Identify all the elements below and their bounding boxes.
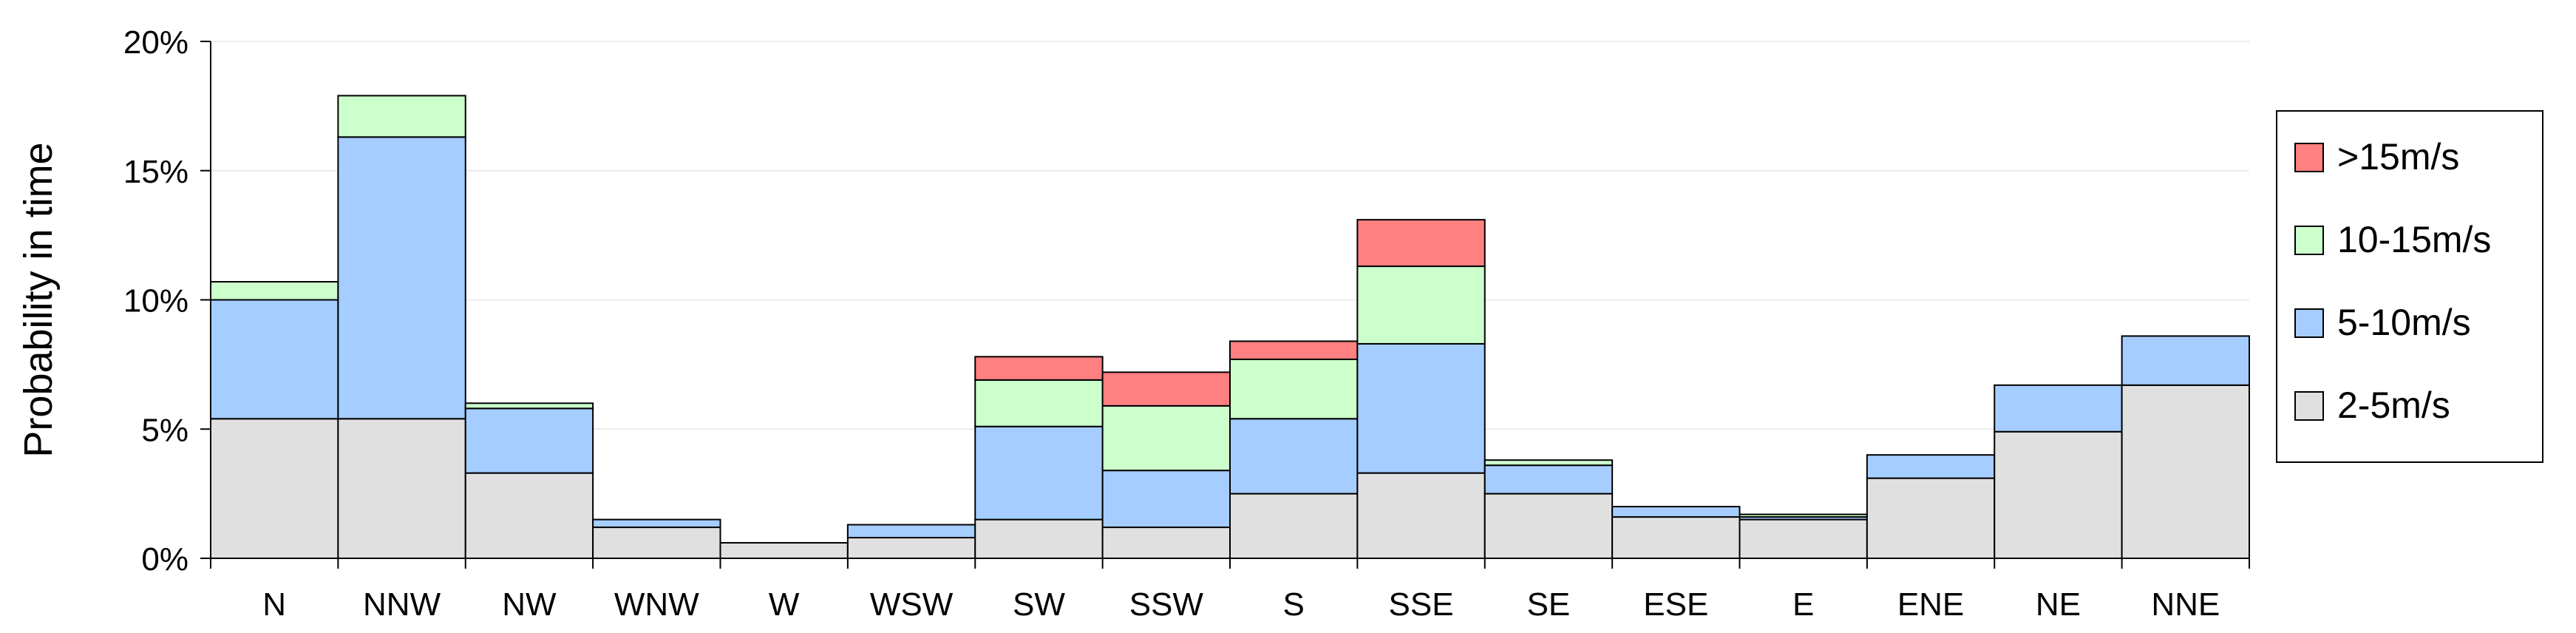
- bar-segment: [1739, 518, 1868, 560]
- y-tick-labels: 0% 5% 10% 15% 20%: [123, 24, 211, 578]
- bar-segment: [1356, 342, 1486, 474]
- bar-segment: [974, 518, 1104, 560]
- bar-segment: [974, 379, 1104, 427]
- legend-label: 2-5m/s: [2337, 385, 2450, 426]
- bar-segment: [2121, 384, 2250, 560]
- bar-segment: [464, 472, 594, 559]
- bar-segment: [1356, 219, 1486, 268]
- y-axis-title: Probability in time: [16, 142, 61, 457]
- bar-segment: [1229, 418, 1359, 495]
- bar-segment: [210, 418, 339, 560]
- y-tick-label: 20%: [123, 24, 188, 61]
- x-tick-label: SE: [1527, 586, 1571, 623]
- bar-segment: [2121, 335, 2250, 386]
- bar-segment: [1866, 454, 1996, 479]
- x-tick-label: NNW: [363, 586, 441, 623]
- bar-segment: [1484, 459, 1614, 467]
- bars: [210, 95, 2250, 560]
- bar-segment: [1611, 516, 1741, 560]
- bar-segment: [592, 527, 721, 559]
- bar-segment: [846, 524, 976, 539]
- y-tick-label: 15%: [123, 154, 188, 190]
- y-tick-label: 10%: [123, 283, 188, 319]
- bar-segment: [1229, 358, 1359, 420]
- bar-segment: [1101, 404, 1231, 472]
- bar-segment: [337, 95, 466, 138]
- bar-segment: [1356, 472, 1486, 559]
- bar-segment: [210, 281, 339, 301]
- legend-label: 10-15m/s: [2337, 219, 2491, 260]
- x-tick-label: NW: [502, 586, 557, 623]
- x-tick-label: SSW: [1129, 586, 1204, 623]
- x-tick-label: WNW: [614, 586, 699, 623]
- bar-segment: [1611, 506, 1741, 518]
- bar-segment: [337, 418, 466, 560]
- x-tick-label: ESE: [1643, 586, 1708, 623]
- bar-segment: [210, 299, 339, 420]
- legend-swatch: [2294, 143, 2324, 172]
- x-tick-label: W: [769, 586, 800, 623]
- y-tick-label: 5%: [141, 412, 188, 448]
- x-tick-labels: N NNW NW WNW W WSW SW SSW S SSE SE ESE E ENE NE NNE: [210, 558, 2250, 623]
- x-tick-label: E: [1792, 586, 1814, 623]
- bar-segment: [1484, 492, 1614, 559]
- bar-segment: [1356, 265, 1486, 345]
- bar-segment: [1229, 340, 1359, 360]
- bar-segment: [1484, 464, 1614, 495]
- bar-segment: [1229, 492, 1359, 559]
- x-tick-label: S: [1283, 586, 1305, 623]
- x-tick-label: SW: [1013, 586, 1065, 623]
- bar-segment: [464, 407, 594, 474]
- bar-segment: [1994, 384, 2123, 433]
- bar-segment: [1994, 430, 2123, 559]
- y-tick-label: 0%: [141, 541, 188, 578]
- legend-label: 5-10m/s: [2337, 302, 2471, 343]
- bar-segment: [464, 402, 594, 410]
- x-tick-label: NE: [2036, 586, 2081, 623]
- bar-segment: [719, 542, 849, 560]
- x-tick-label: SSE: [1389, 586, 1454, 623]
- legend-swatch: [2294, 226, 2324, 255]
- bar-segment: [974, 356, 1104, 381]
- legend-label: >15m/s: [2337, 136, 2459, 177]
- legend-swatch: [2294, 308, 2324, 338]
- bar-segment: [1101, 470, 1231, 529]
- bar-segment: [337, 136, 466, 420]
- bar-segment: [1739, 513, 1868, 518]
- bar-segment: [592, 518, 721, 529]
- bar-segment: [1866, 477, 1996, 560]
- legend-swatch: [2294, 391, 2324, 421]
- x-tick-label: ENE: [1897, 586, 1964, 623]
- bar-segment: [1101, 527, 1231, 559]
- x-tick-label: WSW: [870, 586, 954, 623]
- x-tick-label: NNE: [2151, 586, 2220, 623]
- bar-segment: [974, 425, 1104, 521]
- bar-segment: [846, 537, 976, 559]
- bar-segment: [1101, 371, 1231, 407]
- legend: >15m/s 10-15m/s 5-10m/s 2-5m/s: [2276, 110, 2543, 463]
- x-tick-label: N: [262, 586, 286, 623]
